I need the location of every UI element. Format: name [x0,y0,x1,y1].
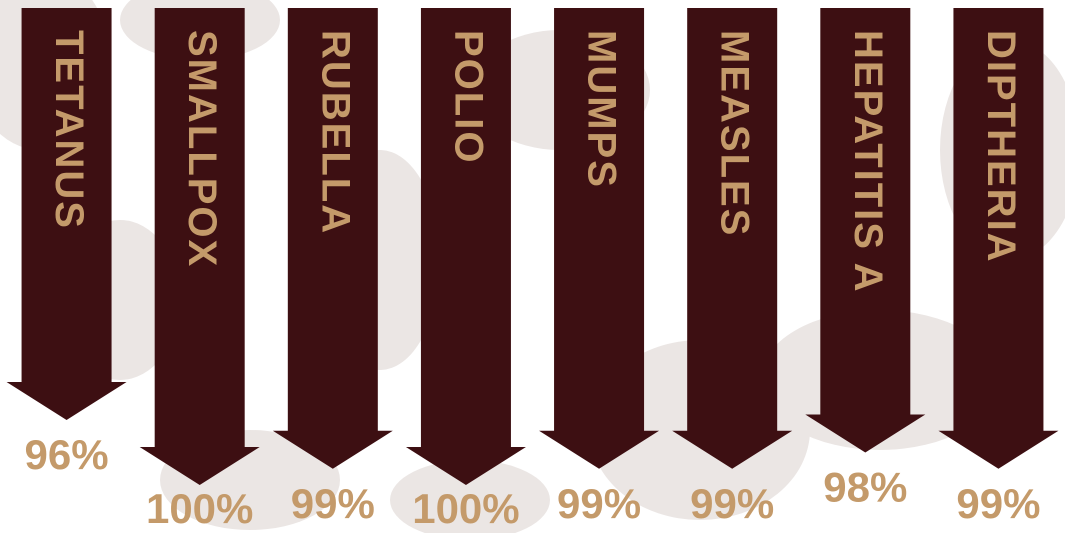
arrow [805,8,926,453]
value-label: 99% [291,480,375,527]
value-label: 100% [146,485,253,532]
arrow [405,8,526,485]
value-label: 99% [690,480,774,527]
arrow [6,8,127,420]
category-label: HEPATITIS A [846,30,890,293]
arrow [672,8,793,469]
arrow [139,8,260,485]
category-label: RUBELLA [313,30,357,235]
category-label: MEASLES [713,30,757,237]
value-label: 99% [956,480,1040,527]
category-label: MUMPS [580,30,624,189]
category-label: SMALLPOX [180,30,224,268]
value-label: 96% [25,431,109,478]
arrow [938,8,1059,469]
arrow [539,8,660,469]
value-label: 99% [557,480,641,527]
value-label: 98% [823,464,907,511]
category-label: TETANUS [47,30,91,230]
category-label: POLIO [446,30,490,164]
category-label: DIPTHERIA [979,30,1023,264]
value-label: 100% [412,485,519,532]
arrow [272,8,393,469]
